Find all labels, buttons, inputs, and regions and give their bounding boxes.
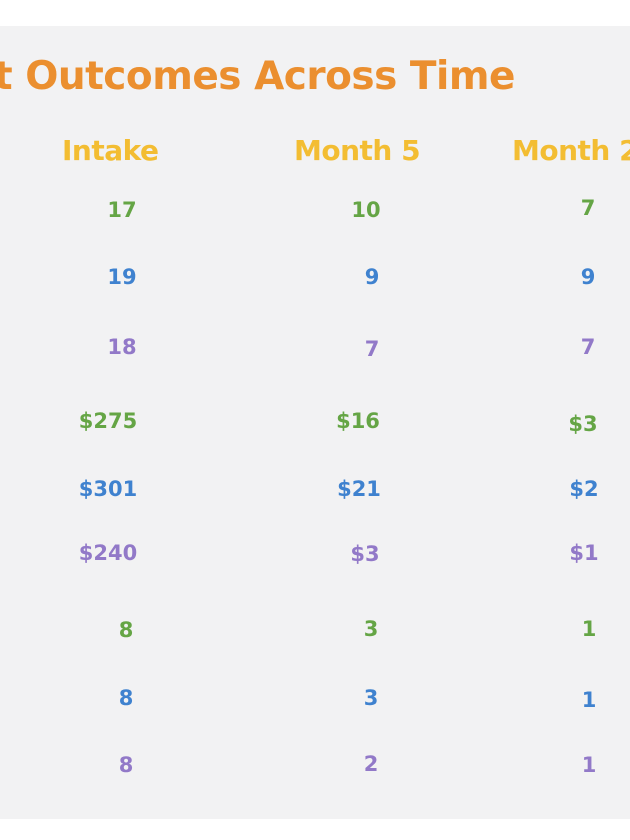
table-cell: 1	[581, 753, 597, 777]
table-cell: 17	[107, 198, 137, 222]
table-cell: $2	[569, 477, 599, 501]
table-cell: 7	[364, 337, 380, 361]
table-cell: $240	[78, 541, 138, 565]
table-cell: 8	[118, 753, 134, 777]
table-cell: 2	[363, 752, 379, 776]
table-cell: $275	[78, 409, 138, 433]
table-cell: 3	[363, 617, 379, 641]
slide-title: t Outcomes Across Time	[0, 54, 515, 99]
table-cell: 18	[107, 335, 137, 359]
column-header-intake: Intake	[62, 134, 159, 167]
column-header-month-5: Month 5	[294, 134, 421, 167]
table-cell: $3	[568, 412, 598, 436]
column-header-month-24: Month 24	[512, 134, 630, 167]
table-cell: 10	[351, 198, 381, 222]
table-cell: 8	[118, 618, 134, 642]
table-cell: 9	[364, 265, 380, 289]
table-cell: $16	[336, 409, 380, 433]
table-cell: 7	[580, 196, 596, 220]
table-cell: 7	[580, 335, 596, 359]
table-cell: $1	[569, 541, 599, 565]
table-cell: $21	[337, 477, 381, 501]
table-cell: 9	[580, 265, 596, 289]
table-cell: $3	[350, 542, 380, 566]
table-cell: 1	[581, 617, 597, 641]
slide: t Outcomes Across Time Intake Month 5 Mo…	[0, 26, 630, 819]
table-cell: $301	[78, 477, 138, 501]
table-cell: 3	[363, 686, 379, 710]
table-cell: 19	[107, 265, 137, 289]
table-cell: 8	[118, 686, 134, 710]
table-cell: 1	[581, 688, 597, 712]
